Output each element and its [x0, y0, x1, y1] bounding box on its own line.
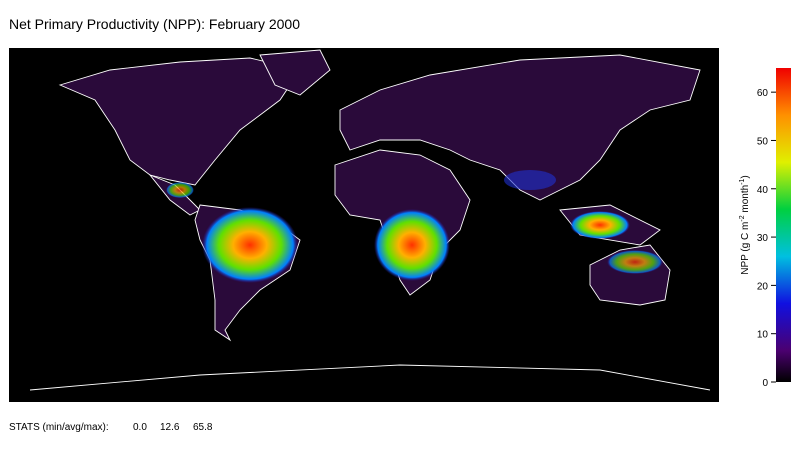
stats-max: 65.8: [193, 422, 213, 433]
colorbar-label-part: month: [740, 185, 751, 216]
colorbar-tick-label: 20: [757, 281, 769, 292]
stats-avg: 12.6: [160, 422, 180, 433]
colorbar-tick-label: 10: [757, 330, 769, 341]
stats: STATS (min/avg/max): 0.0 12.6 65.8: [9, 422, 213, 433]
colorbar-tick-label: 60: [757, 88, 769, 99]
colorbar-label: NPP (g C m-2 month-1): [739, 175, 751, 275]
map: [9, 48, 719, 402]
colorbar-label-part: ): [740, 175, 751, 178]
colorbar-label-part: -1: [739, 178, 746, 184]
stats-label: STATS (min/avg/max):: [9, 422, 109, 433]
colorbar-tick-label: 30: [757, 233, 769, 244]
colorbar-tick-label: 40: [757, 185, 769, 196]
colorbar-tick-label: 50: [757, 136, 769, 147]
colorbar-label-part: -2: [739, 215, 746, 221]
colorbar-label-part: NPP (g C m: [740, 222, 751, 275]
colorbar-tick-label: 0: [762, 378, 768, 389]
colorbar: NPP (g C m-2 month-1) 0 10 20 30 40 50 60: [739, 68, 791, 389]
title: Net Primary Productivity (NPP): February…: [9, 16, 300, 32]
stats-min: 0.0: [133, 422, 147, 433]
